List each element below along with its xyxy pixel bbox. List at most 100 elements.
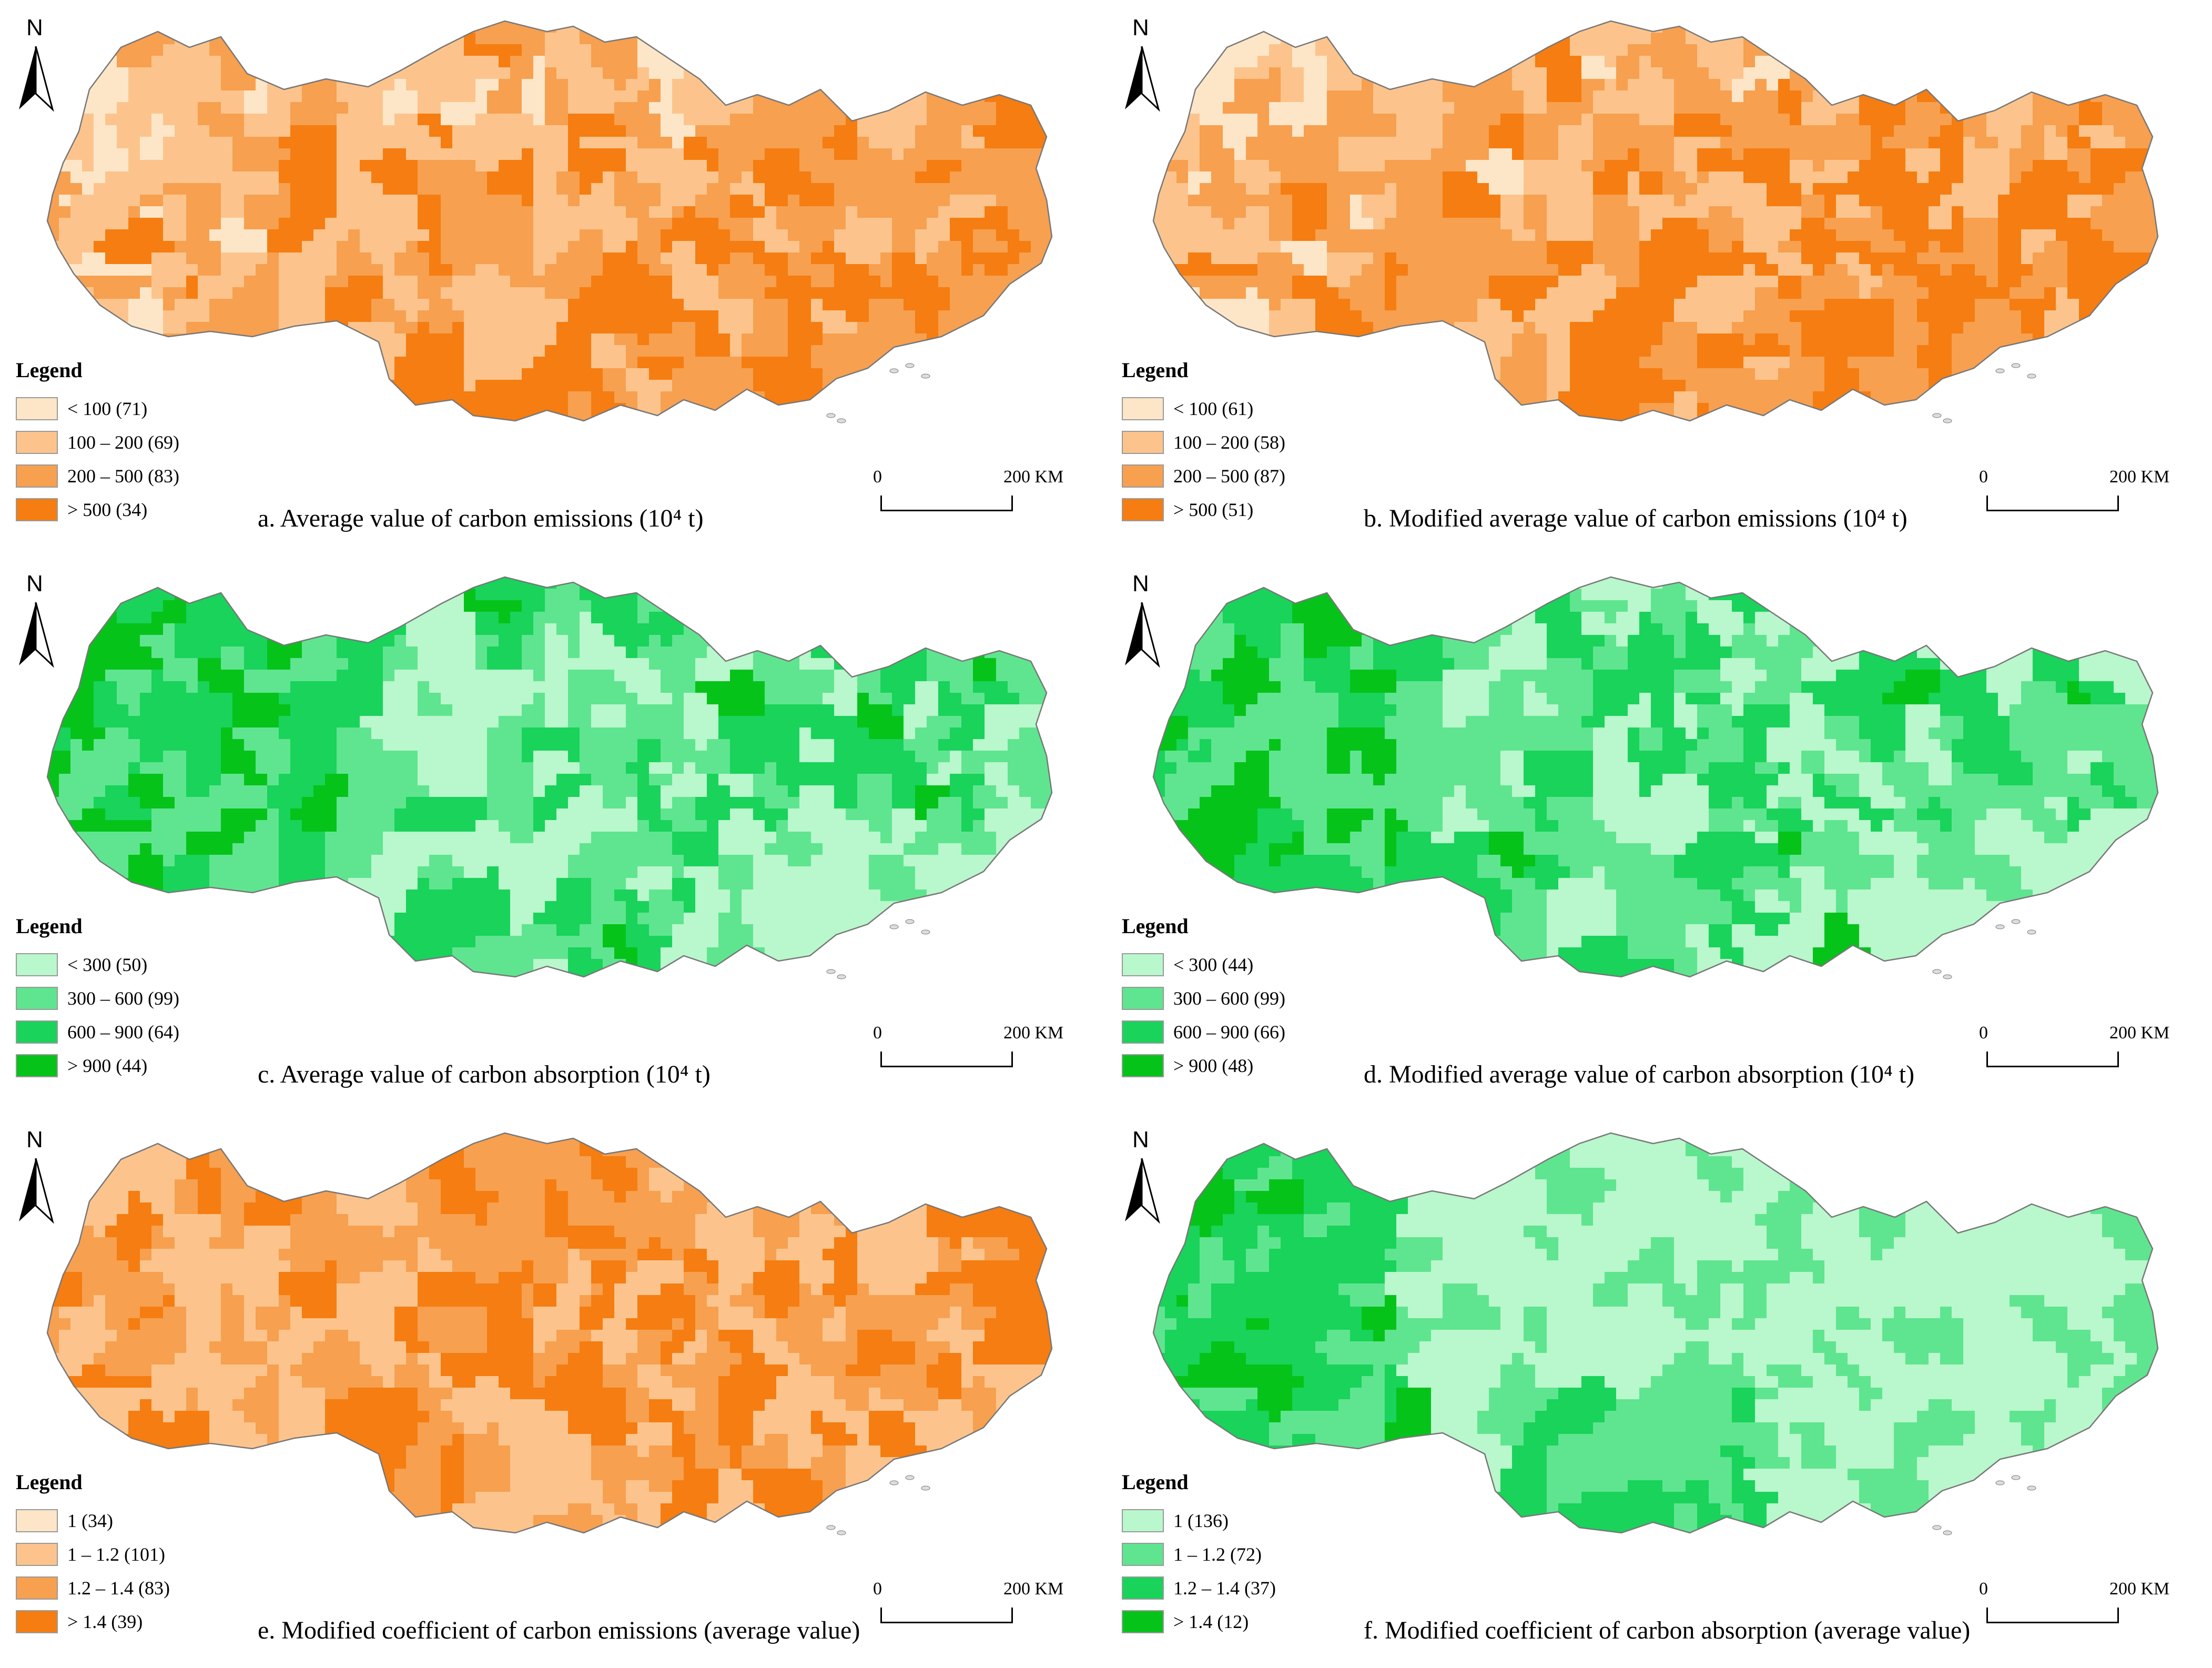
legend-title: Legend [1122,1470,1189,1494]
legend: Legend 1 (136) 1 – 1.2 (72) 1.2 – 1.4 (3… [1122,1470,1276,1639]
legend-item: 1.2 – 1.4 (37) [1122,1571,1276,1605]
choropleth-map [46,20,1053,423]
legend-item: 100 – 200 (58) [1122,426,1285,459]
region-outline [1152,576,2159,978]
legend-label: 600 – 900 (64) [67,1022,179,1043]
scale-bar-line [1986,496,2119,511]
island [2011,919,2021,924]
legend-swatch [16,397,58,420]
map-regions [1153,1133,2158,1533]
scale-end-label: 200 KM [2109,1579,2170,1599]
legend-label: 100 – 200 (58) [1173,432,1285,453]
north-arrow-icon [1125,46,1160,112]
island [889,1480,899,1485]
choropleth-map [1152,1132,2159,1535]
scale-end-label: 200 KM [1003,1579,1064,1599]
legend-title: Legend [16,358,83,382]
north-arrow: N [1121,1127,1163,1232]
scale-start-label: 0 [1979,1023,1988,1043]
legend-label: 200 – 500 (87) [1173,466,1285,487]
legend-label: > 1.4 (12) [1173,1611,1249,1632]
island [889,368,899,373]
legend-label: 1.2 – 1.4 (37) [1173,1578,1276,1599]
island [1943,974,1952,979]
legend: Legend 1 (34) 1 – 1.2 (101) 1.2 – 1.4 (8… [16,1470,170,1639]
map-panel-b: N Legend < 100 (61) 100 – 200 (58) 200 –… [1106,0,2212,556]
island [1932,1525,1942,1530]
map-panel-e: N Legend 1 (34) 1 – 1.2 (101) 1.2 – 1.4 … [0,1112,1106,1668]
north-arrow: N [15,1127,57,1232]
legend-label: < 100 (71) [67,398,148,419]
legend-item: 200 – 500 (83) [16,459,179,493]
island [1932,413,1942,418]
scale-bar-line [1986,1052,2119,1067]
legend-label: 300 – 600 (99) [1173,988,1285,1009]
legend-item: > 500 (51) [1122,493,1285,527]
legend-item: 600 – 900 (66) [1122,1015,1285,1049]
legend-swatch [16,1543,58,1566]
choropleth-map [46,1132,1053,1535]
panel-caption: a. Average value of carbon emissions (10… [258,504,704,532]
legend-swatch [16,431,58,454]
island [1943,1530,1952,1535]
island [837,418,846,423]
legend-label: 100 – 200 (69) [67,432,179,453]
legend-item: > 900 (44) [16,1049,179,1083]
legend-label: 1 (136) [1173,1510,1229,1531]
legend-label: 1 – 1.2 (101) [67,1544,165,1565]
legend-label: > 500 (51) [1173,499,1254,520]
scale-start-label: 0 [1979,467,1988,487]
island [1995,1480,2005,1485]
island [2027,1485,2036,1491]
legend-swatch [1122,431,1164,454]
legend-label: 300 – 600 (99) [67,988,179,1009]
legend-swatch [1122,1543,1164,1566]
legend-label: 1 (34) [67,1510,113,1531]
region-outline [1152,20,2159,422]
island [1943,418,1952,423]
legend-label: < 300 (44) [1173,954,1254,975]
north-arrow-icon [19,1158,54,1224]
legend-title: Legend [1122,914,1189,938]
island [921,929,930,935]
legend-swatch [16,1610,58,1633]
north-label: N [1132,15,1149,41]
island [889,924,899,929]
map-panel-a: N Legend < 100 (71) 100 – 200 (69) 200 –… [0,0,1106,556]
legend-title: Legend [16,914,83,938]
north-arrow-icon [1125,602,1160,668]
legend-swatch [16,498,58,521]
island [837,974,846,979]
map-panel-d: N Legend < 300 (44) 300 – 600 (99) 600 –… [1106,556,2212,1112]
map-panel-f: N Legend 1 (136) 1 – 1.2 (72) 1.2 – 1.4 … [1106,1112,2212,1668]
legend-swatch [16,1020,58,1044]
scale-bar: 0 200 KM [863,1569,1083,1642]
choropleth-map [1152,20,2159,423]
legend-swatch [16,1509,58,1532]
north-arrow-icon [19,602,54,668]
legend-item: 300 – 600 (99) [1122,982,1285,1015]
island [826,969,836,974]
legend-label: 1.2 – 1.4 (83) [67,1578,170,1599]
region-outline [46,1132,1053,1534]
legend-item: 1.2 – 1.4 (83) [16,1571,170,1605]
island [1932,969,1942,974]
island [837,1530,846,1535]
legend-swatch [16,1576,58,1600]
panel-caption: f. Modified coefficient of carbon absorp… [1364,1616,1971,1644]
legend-swatch [1122,953,1164,976]
island [905,363,915,368]
panel-caption: b. Modified average value of carbon emis… [1364,504,1907,532]
legend: Legend < 100 (71) 100 – 200 (69) 200 – 5… [16,358,179,527]
legend-swatch [16,987,58,1010]
scale-bar-line [880,1608,1013,1623]
scale-bar-line [880,1052,1013,1067]
scale-end-label: 200 KM [1003,467,1064,487]
legend-item: < 300 (44) [1122,948,1285,982]
scale-bar: 0 200 KM [1969,1013,2189,1086]
legend-label: > 900 (48) [1173,1055,1254,1076]
island [1995,368,2005,373]
north-label: N [26,571,43,597]
scale-start-label: 0 [873,1023,882,1043]
scale-bar: 0 200 KM [863,457,1083,530]
